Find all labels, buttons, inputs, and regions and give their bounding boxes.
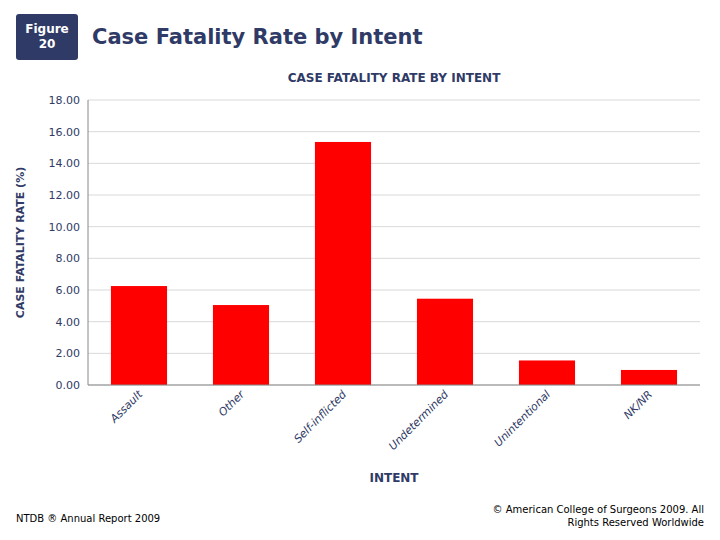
y-tick-label: 10.00 xyxy=(49,221,81,234)
bar xyxy=(621,370,677,385)
x-tick-label: Assault xyxy=(107,387,146,426)
text-line: Rights Reserved Worldwide xyxy=(567,517,704,528)
bar xyxy=(213,305,269,385)
y-tick-label: 12.00 xyxy=(49,189,81,202)
figure-label-box xyxy=(16,14,78,60)
text-line: 20 xyxy=(39,37,56,51)
y-tick-label: 8.00 xyxy=(56,252,81,265)
title: Case Fatality Rate by Intent xyxy=(92,25,423,49)
grid-line xyxy=(88,385,700,386)
grid-line xyxy=(88,100,700,101)
x-tick-label: Undetermined xyxy=(386,387,452,453)
y-tick-label: 14.00 xyxy=(49,157,81,170)
y-tick-label: 16.00 xyxy=(49,126,81,139)
x-tick-label: NK/NR xyxy=(621,388,655,422)
x-tick-label: Self-inflicted xyxy=(291,387,350,446)
x-axis-line xyxy=(88,385,700,386)
figure-label: Figure20 xyxy=(25,22,69,51)
grid-line xyxy=(88,353,700,354)
y-tick-label: 18.00 xyxy=(49,94,81,107)
grid-line xyxy=(88,195,700,196)
bar xyxy=(111,286,167,385)
grid-line xyxy=(88,226,700,227)
grid xyxy=(88,100,700,385)
y-axis-label: CASE FATALITY RATE (%) xyxy=(14,167,27,318)
y-tick-label: 4.00 xyxy=(56,316,81,329)
bars xyxy=(111,142,677,385)
y-tick-label: 0.00 xyxy=(56,379,81,392)
chart: Figure20 Case Fatality Rate by Intent CASE… xyxy=(0,0,720,540)
footer-left: NTDB ® Annual Report 2009 xyxy=(16,513,160,524)
text-line: © American College of Surgeons 2009. All xyxy=(493,504,704,515)
grid-line xyxy=(88,163,700,164)
text-line: Figure xyxy=(25,22,69,36)
x-tick-label: Unintentional xyxy=(492,388,554,450)
x-tick-label: Other xyxy=(216,387,248,419)
grid-line xyxy=(88,321,700,322)
text-line: NTDB ® Annual Report 2009 xyxy=(16,513,160,524)
subtitle: CASE FATALITY RATE BY INTENT xyxy=(288,71,501,85)
grid-line xyxy=(88,131,700,132)
grid-line xyxy=(88,290,700,291)
background xyxy=(0,0,720,540)
bar xyxy=(315,142,371,385)
y-axis-line xyxy=(88,100,89,385)
footer-right: © American College of Surgeons 2009. All… xyxy=(493,504,704,528)
grid-line xyxy=(88,258,700,259)
bar xyxy=(417,299,473,385)
x-axis-label: INTENT xyxy=(369,471,419,485)
y-tick-label: 6.00 xyxy=(56,284,81,297)
bar xyxy=(519,360,575,385)
y-tick-label: 2.00 xyxy=(56,347,81,360)
